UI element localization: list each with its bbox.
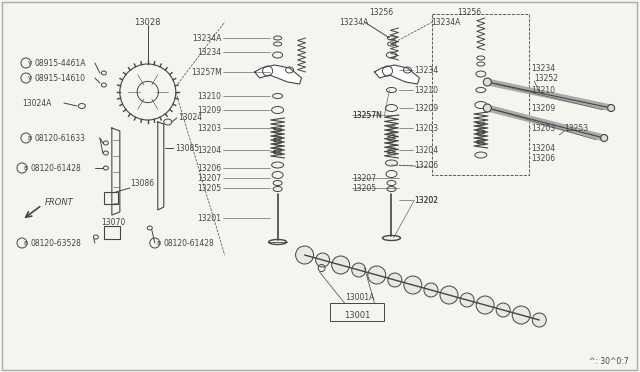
Text: 13210: 13210	[531, 86, 556, 94]
Text: FRONT: FRONT	[45, 198, 74, 206]
Text: 13234: 13234	[415, 65, 438, 74]
Circle shape	[332, 256, 349, 274]
Polygon shape	[374, 65, 419, 84]
Circle shape	[483, 78, 492, 86]
Circle shape	[476, 296, 494, 314]
Text: 13210: 13210	[415, 86, 438, 94]
Text: 08120-61633: 08120-61633	[35, 134, 86, 142]
Text: 13253: 13253	[564, 124, 588, 132]
Text: 13202: 13202	[415, 196, 438, 205]
Circle shape	[352, 263, 365, 277]
Text: 13024A: 13024A	[22, 99, 51, 108]
Circle shape	[440, 286, 458, 304]
Text: 08915-14610: 08915-14610	[35, 74, 86, 83]
Text: B: B	[28, 135, 32, 141]
Text: 13257M: 13257M	[191, 67, 221, 77]
Text: 13206: 13206	[198, 164, 221, 173]
Text: V: V	[28, 76, 32, 80]
Text: 13206: 13206	[531, 154, 556, 163]
Text: 13204: 13204	[198, 145, 221, 154]
Text: 13001: 13001	[344, 311, 371, 320]
Text: 13207: 13207	[198, 173, 221, 183]
Text: 13024: 13024	[178, 112, 202, 122]
Text: 13204: 13204	[415, 145, 438, 154]
Text: 13001A: 13001A	[345, 294, 374, 302]
Text: ^: 30^0:7: ^: 30^0:7	[589, 357, 629, 366]
Text: 13234A: 13234A	[340, 17, 369, 26]
Text: 08120-61428: 08120-61428	[31, 164, 82, 173]
Circle shape	[483, 104, 492, 112]
Circle shape	[316, 253, 330, 267]
Circle shape	[404, 276, 422, 294]
Text: 13086: 13086	[130, 179, 154, 187]
Text: 13206: 13206	[415, 160, 438, 170]
Text: 13234A: 13234A	[431, 17, 461, 26]
Circle shape	[368, 266, 386, 284]
Text: 13205: 13205	[353, 183, 377, 192]
Text: 13256: 13256	[458, 7, 481, 16]
Text: 13202: 13202	[415, 196, 438, 205]
Text: 08915-4461A: 08915-4461A	[35, 58, 86, 67]
Text: 13257N: 13257N	[353, 110, 382, 119]
Text: 08120-61428: 08120-61428	[164, 238, 214, 247]
Polygon shape	[255, 65, 301, 84]
Circle shape	[532, 313, 547, 327]
Circle shape	[601, 135, 607, 141]
Text: 13201: 13201	[198, 214, 221, 222]
Text: 13204: 13204	[531, 144, 556, 153]
Circle shape	[460, 293, 474, 307]
Circle shape	[388, 273, 402, 287]
Text: 13028: 13028	[134, 17, 161, 26]
Text: 13209: 13209	[198, 106, 221, 115]
Text: 08120-63528: 08120-63528	[31, 238, 82, 247]
Circle shape	[496, 303, 510, 317]
Text: 13256: 13256	[369, 7, 394, 16]
Text: 13252: 13252	[534, 74, 558, 83]
Text: 13209: 13209	[415, 103, 438, 112]
Text: B: B	[24, 241, 28, 246]
Text: 13203: 13203	[415, 124, 438, 132]
Text: V: V	[28, 61, 32, 65]
Text: 13207: 13207	[353, 173, 377, 183]
Circle shape	[296, 246, 314, 264]
Text: 13210: 13210	[198, 92, 221, 100]
Text: 13085: 13085	[175, 144, 199, 153]
Text: B: B	[157, 241, 161, 246]
Text: 13257N: 13257N	[353, 110, 382, 119]
Text: 13209: 13209	[531, 103, 556, 112]
Text: 13234: 13234	[531, 64, 556, 73]
Circle shape	[424, 283, 438, 297]
Text: 13203: 13203	[531, 124, 556, 132]
Text: B: B	[24, 166, 28, 170]
Text: 13205: 13205	[198, 183, 221, 192]
Text: 13070: 13070	[100, 218, 125, 227]
Circle shape	[607, 105, 614, 112]
Text: 13234: 13234	[198, 48, 221, 57]
Text: 13234A: 13234A	[193, 33, 221, 42]
Circle shape	[512, 306, 530, 324]
Text: 13203: 13203	[198, 124, 221, 132]
